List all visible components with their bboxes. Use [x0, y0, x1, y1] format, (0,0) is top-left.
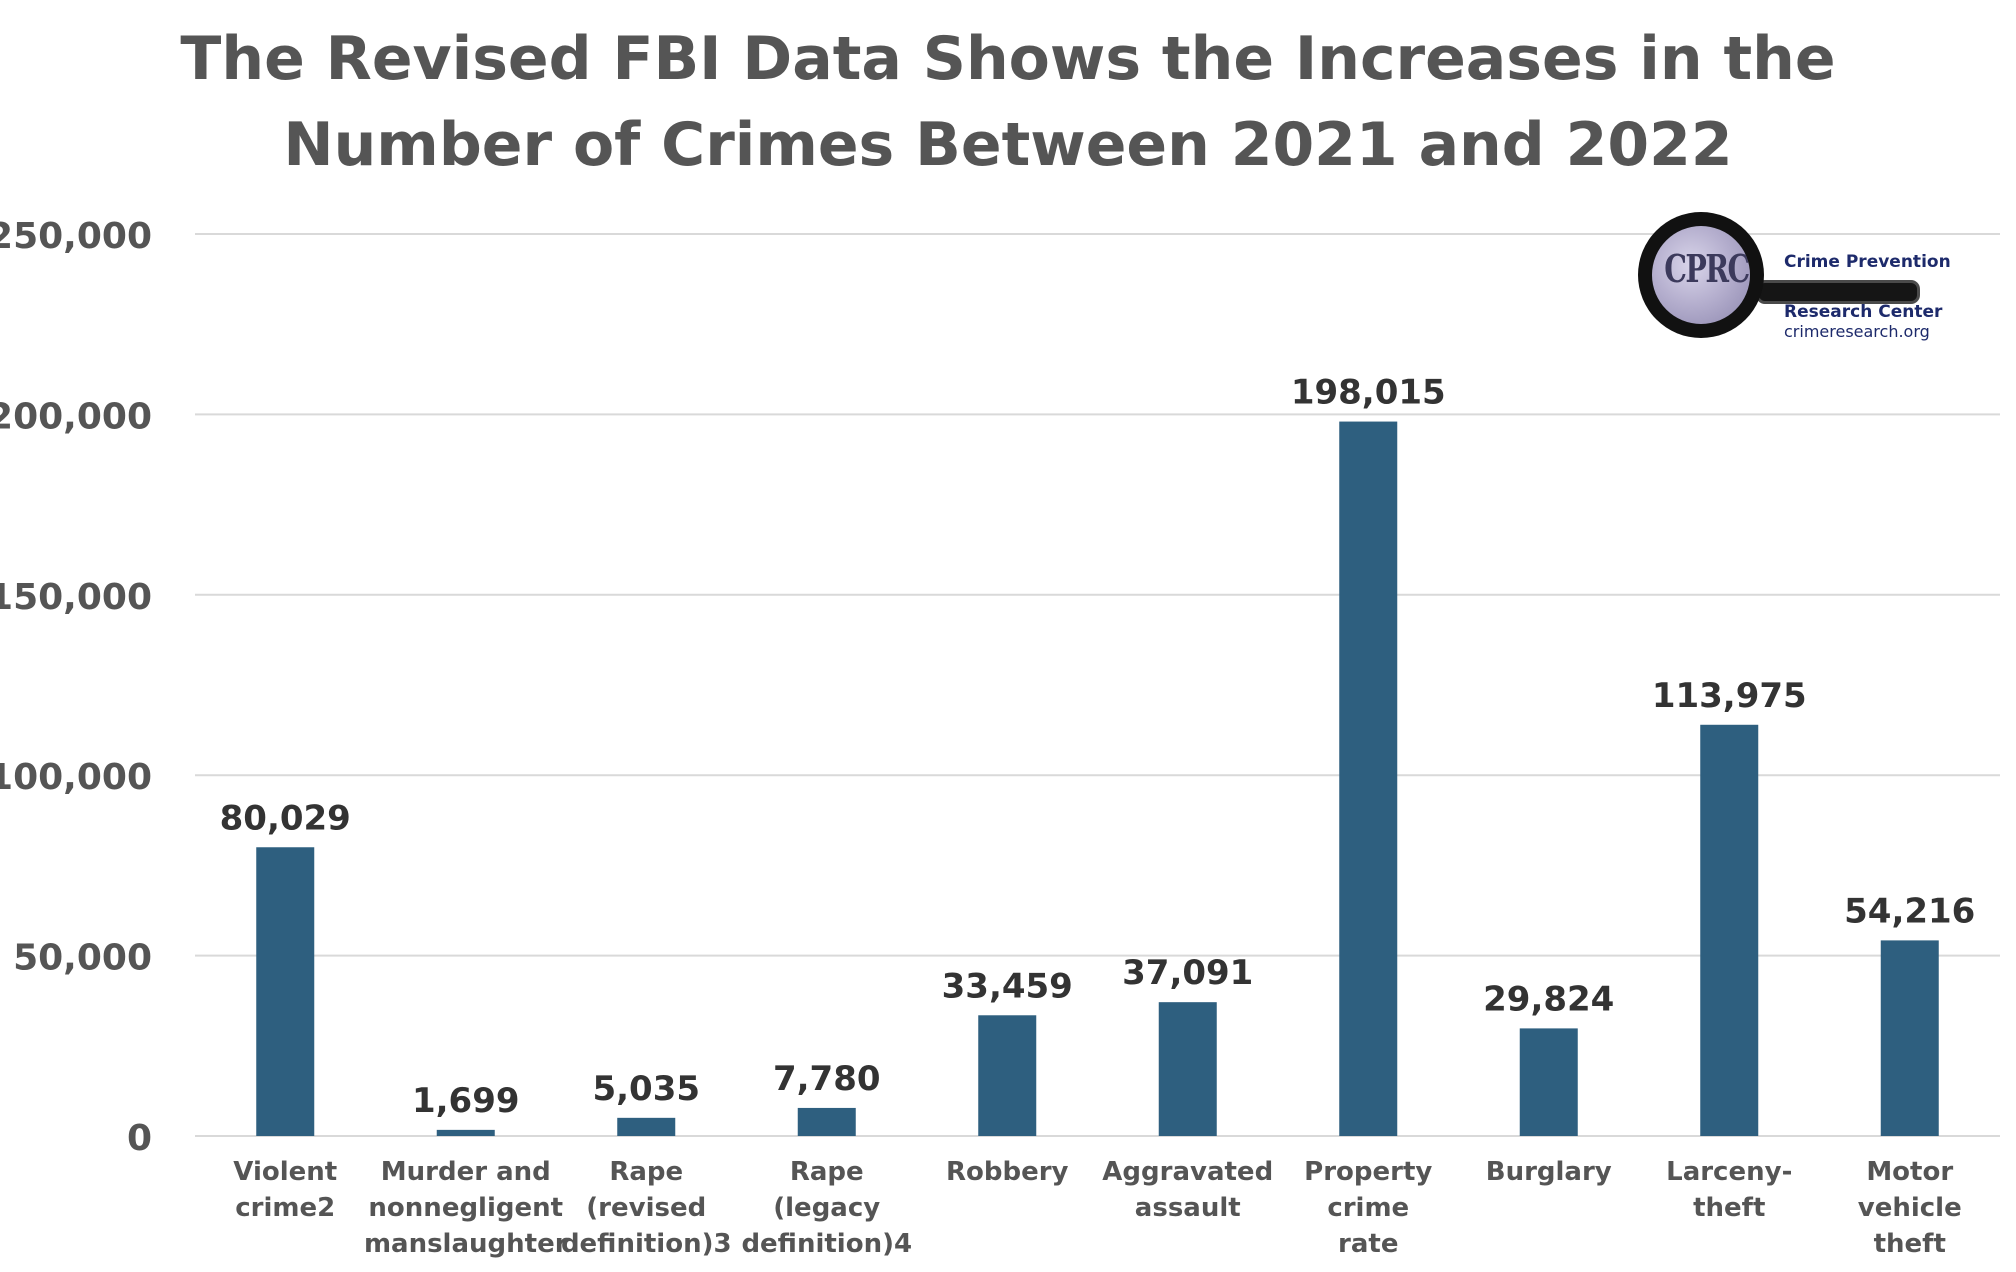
- x-tick-label: Violent crime2: [233, 1157, 337, 1223]
- bars: [256, 421, 1939, 1136]
- x-tick-label-line: theft: [1693, 1193, 1765, 1223]
- x-tick-label-line: Motor: [1866, 1157, 1953, 1187]
- bar: [436, 1129, 495, 1136]
- y-tick-label: 150,000: [0, 577, 152, 618]
- bar: [1700, 724, 1759, 1136]
- x-tick-label-line: Robbery: [946, 1157, 1069, 1187]
- data-label: 5,035: [592, 1069, 700, 1109]
- bar: [1339, 421, 1398, 1136]
- y-tick-label: 250,000: [0, 216, 152, 257]
- x-tick-label-line: crime: [1327, 1193, 1409, 1223]
- bar: [1158, 1002, 1217, 1136]
- data-label: 1,699: [412, 1081, 520, 1121]
- x-tick-label-line: assault: [1135, 1193, 1241, 1223]
- x-tick-label-line: Aggravated: [1102, 1157, 1273, 1187]
- magnifier-lens: CPRC: [1652, 226, 1750, 324]
- data-labels: 80,029 1,699 5,035 7,780 33,459 37,091 198,015…: [220, 373, 1976, 1121]
- x-tick-label: Larceny-theft: [1666, 1157, 1792, 1223]
- x-tick-label-line: (revised: [586, 1193, 706, 1223]
- bar: [978, 1015, 1037, 1136]
- x-tick-label-line: Larceny-: [1666, 1157, 1792, 1187]
- cprc-logo: CPRC Crime Prevention Research Center cr…: [1638, 212, 1958, 362]
- y-tick-label: 200,000: [0, 396, 152, 437]
- x-tick-label-line: nonnegligent: [368, 1193, 563, 1223]
- x-tick-label: Motor vehicle theft: [1858, 1157, 1962, 1259]
- logo-name-line-1: Crime Prevention: [1784, 252, 1951, 272]
- x-tick-label: Murder and nonnegligent manslaughter: [364, 1157, 568, 1259]
- x-tick-label-line: definition)4: [741, 1229, 912, 1259]
- data-label: 37,091: [1122, 953, 1253, 993]
- x-tick-label: Rape (revised definition)3: [561, 1157, 732, 1259]
- x-tick-label-line: definition)3: [561, 1229, 732, 1259]
- data-label: 29,824: [1483, 979, 1614, 1019]
- x-tick-label-line: Murder and: [381, 1157, 551, 1187]
- chart-title: The Revised FBI Data Shows the Increases…: [0, 16, 2016, 188]
- x-tick-label-line: Property: [1304, 1157, 1432, 1187]
- y-tick-label: 100,000: [0, 757, 152, 798]
- data-label: 198,015: [1291, 373, 1446, 413]
- data-label: 33,459: [942, 966, 1073, 1006]
- x-tick-label: Robbery: [946, 1157, 1069, 1187]
- chart-title-line-2: Number of Crimes Between 2021 and 2022: [283, 110, 1733, 180]
- x-tick-label-line: manslaughter: [364, 1229, 568, 1259]
- x-tick-label-line: Rape: [790, 1157, 864, 1187]
- x-tick-label-line: rate: [1338, 1229, 1398, 1259]
- logo-name-line-2: Research Center: [1784, 302, 1943, 322]
- bar: [256, 847, 315, 1136]
- bar: [617, 1117, 676, 1136]
- magnifier-handle: [1756, 280, 1920, 304]
- y-tick-label: 0: [127, 1118, 152, 1159]
- data-label: 80,029: [220, 798, 351, 838]
- x-tick-label-line: vehicle: [1858, 1193, 1962, 1223]
- x-tick-label: Rape (legacy definition)4: [741, 1157, 912, 1259]
- x-tick-label-line: crime2: [235, 1193, 335, 1223]
- x-axis-ticks: Violent crime2 Murder and nonnegligent mansl…: [233, 1157, 1961, 1259]
- data-label: 7,780: [773, 1059, 881, 1099]
- x-tick-label: Burglary: [1486, 1157, 1612, 1187]
- data-label: 113,975: [1652, 676, 1807, 716]
- logo-url: crimeresearch.org: [1784, 322, 1930, 341]
- x-tick-label-line: Rape: [609, 1157, 683, 1187]
- chart-title-line-1: The Revised FBI Data Shows the Increases…: [180, 24, 1836, 94]
- y-tick-label: 50,000: [13, 938, 152, 979]
- x-tick-label-line: theft: [1874, 1229, 1946, 1259]
- y-axis-ticks: 0 50,000 100,000 150,000 200,000 250,000: [0, 216, 152, 1159]
- x-tick-label-line: Burglary: [1486, 1157, 1612, 1187]
- bar: [797, 1107, 856, 1136]
- logo-lens-text: CPRC: [1664, 246, 1750, 291]
- x-tick-label-line: Violent: [233, 1157, 337, 1187]
- bar: [1880, 940, 1939, 1136]
- magnifier-icon: CPRC: [1638, 212, 1764, 338]
- x-tick-label: Property crime rate: [1304, 1157, 1432, 1259]
- bar: [1519, 1028, 1578, 1136]
- x-tick-label-line: (legacy: [773, 1193, 880, 1223]
- data-label: 54,216: [1844, 891, 1975, 931]
- x-tick-label: Aggravated assault: [1102, 1157, 1273, 1223]
